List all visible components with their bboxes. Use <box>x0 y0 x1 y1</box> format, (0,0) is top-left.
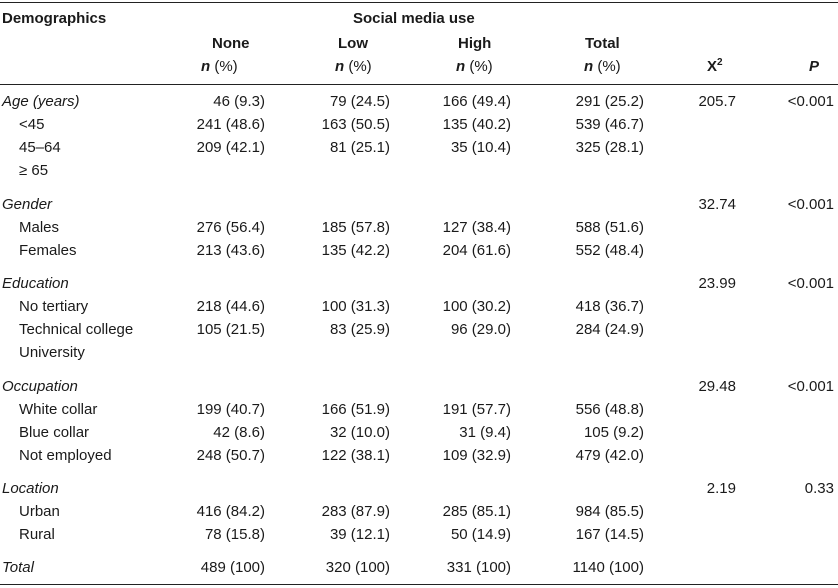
header-social-media-use: Social media use <box>353 10 475 27</box>
cell-high: 331 (100) <box>446 559 511 576</box>
cell-low: 81 (25.1) <box>329 139 390 156</box>
cell-low: 83 (25.9) <box>329 321 390 338</box>
cell-none: 218 (44.6) <box>196 298 265 315</box>
header-n-total: n (%) <box>584 58 621 75</box>
row-category-label: Gender <box>2 196 53 213</box>
row-sublabel: Not employed <box>19 447 112 464</box>
cell-high: 109 (32.9) <box>442 447 511 464</box>
cell-none: 248 (50.7) <box>196 447 265 464</box>
cell-p: <0.001 <box>787 275 834 292</box>
header-n-high: n (%) <box>456 58 493 75</box>
cell-low: 320 (100) <box>325 559 390 576</box>
cell-none: 199 (40.7) <box>196 401 265 418</box>
row-sublabel: Technical college <box>19 321 134 338</box>
header-n-none: n (%) <box>201 58 238 75</box>
cell-low: 122 (38.1) <box>321 447 390 464</box>
cell-high: 191 (57.7) <box>442 401 511 418</box>
row-category-label: Age (years) <box>2 93 80 110</box>
row-sublabel: ≥ 65 <box>19 162 49 179</box>
cell-low: 39 (12.1) <box>329 526 390 543</box>
header-n-low: n (%) <box>335 58 372 75</box>
cell-low: 135 (42.2) <box>321 242 390 259</box>
cell-p: 0.33 <box>804 480 834 497</box>
cell-none: 42 (8.6) <box>213 424 265 441</box>
cell-chi: 205.7 <box>698 93 736 110</box>
header-none: None <box>212 35 250 52</box>
row-category-label: Education <box>2 275 69 292</box>
cell-none: 276 (56.4) <box>196 219 265 236</box>
header-total: Total <box>585 35 620 52</box>
cell-total: 291 (25.2) <box>575 93 644 110</box>
header-demographics: Demographics <box>2 10 107 27</box>
cell-high: 100 (30.2) <box>442 298 511 315</box>
row-sublabel: University <box>19 344 85 361</box>
cell-total: 552 (48.4) <box>575 242 644 259</box>
cell-total: 105 (9.2) <box>583 424 644 441</box>
cell-none: 78 (15.8) <box>204 526 265 543</box>
header-chi-square: X2 <box>707 57 723 76</box>
cell-total: 284 (24.9) <box>575 321 644 338</box>
cell-chi: 2.19 <box>706 480 736 497</box>
cell-total: 588 (51.6) <box>575 219 644 236</box>
cell-high: 204 (61.6) <box>442 242 511 259</box>
cell-low: 283 (87.9) <box>321 503 390 520</box>
cell-none: 105 (21.5) <box>196 321 265 338</box>
cell-low: 166 (51.9) <box>321 401 390 418</box>
cell-high: 127 (38.4) <box>442 219 511 236</box>
header-p: P <box>809 58 820 75</box>
cell-high: 31 (9.4) <box>459 424 511 441</box>
cell-total: 1140 (100) <box>572 559 644 576</box>
cell-none: 241 (48.6) <box>196 116 265 133</box>
cell-high: 96 (29.0) <box>450 321 511 338</box>
cell-low: 32 (10.0) <box>329 424 390 441</box>
row-sublabel: <45 <box>19 116 45 133</box>
header-low: Low <box>338 35 368 52</box>
bottom-rule <box>0 584 838 585</box>
cell-total: 556 (48.8) <box>575 401 644 418</box>
cell-low: 100 (31.3) <box>321 298 390 315</box>
cell-low: 185 (57.8) <box>321 219 390 236</box>
cell-total: 167 (14.5) <box>575 526 644 543</box>
cell-chi: 29.48 <box>698 378 736 395</box>
cell-total: 418 (36.7) <box>575 298 644 315</box>
cell-p: <0.001 <box>787 378 834 395</box>
header-rule <box>0 84 838 85</box>
cell-low: 163 (50.5) <box>321 116 390 133</box>
cell-high: 285 (85.1) <box>442 503 511 520</box>
row-category-label: Total <box>2 559 34 576</box>
cell-total: 479 (42.0) <box>575 447 644 464</box>
cell-none: 46 (9.3) <box>213 93 265 110</box>
cell-none: 489 (100) <box>200 559 265 576</box>
row-sublabel: Females <box>19 242 77 259</box>
row-sublabel: Blue collar <box>19 424 90 441</box>
row-sublabel: White collar <box>19 401 98 418</box>
row-sublabel: 45–64 <box>19 139 61 156</box>
cell-none: 213 (43.6) <box>196 242 265 259</box>
cell-high: 35 (10.4) <box>450 139 511 156</box>
cell-chi: 32.74 <box>698 196 736 213</box>
cell-high: 166 (49.4) <box>442 93 511 110</box>
cell-none: 416 (84.2) <box>196 503 265 520</box>
cell-low: 79 (24.5) <box>329 93 390 110</box>
cell-none: 209 (42.1) <box>196 139 265 156</box>
row-sublabel: Rural <box>19 526 55 543</box>
cell-p: <0.001 <box>787 196 834 213</box>
cell-total: 984 (85.5) <box>575 503 644 520</box>
row-sublabel: Males <box>19 219 60 236</box>
cell-high: 135 (40.2) <box>442 116 511 133</box>
row-sublabel: Urban <box>19 503 60 520</box>
header-high: High <box>458 35 492 52</box>
cell-p: <0.001 <box>787 93 834 110</box>
row-category-label: Location <box>2 480 59 497</box>
row-sublabel: No tertiary <box>19 298 89 315</box>
cell-chi: 23.99 <box>698 275 736 292</box>
top-rule <box>0 2 838 3</box>
row-category-label: Occupation <box>2 378 78 395</box>
cell-total: 539 (46.7) <box>575 116 644 133</box>
cell-total: 325 (28.1) <box>575 139 644 156</box>
cell-high: 50 (14.9) <box>450 526 511 543</box>
